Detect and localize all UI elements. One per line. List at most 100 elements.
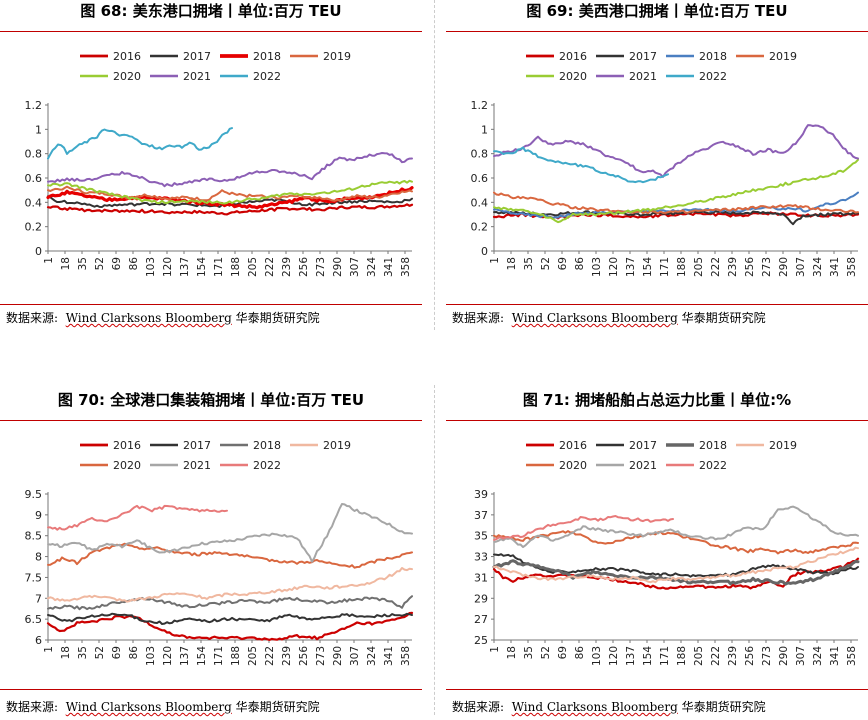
y-tick-label: 9 <box>35 509 42 522</box>
chart-fig69: 2016 2017 2018 2019 2020 2021 2022 0 0.2 0.4 0.6 0.… <box>471 50 860 277</box>
x-tick-label: 86 <box>128 646 140 660</box>
series-line-2020 <box>47 542 413 569</box>
chart-title: 图 69: 美西港口拥堵丨单位:百万 TEU <box>526 2 788 20</box>
source-rule <box>0 304 422 305</box>
series-line-2021 <box>47 152 413 188</box>
source-org: 华泰期货研究院 <box>235 700 320 714</box>
legend-label-2021: 2021 <box>629 459 657 472</box>
x-tick-label: 86 <box>128 257 140 271</box>
x-tick-label: 1 <box>489 257 501 264</box>
legend-label-2022: 2022 <box>699 459 727 472</box>
legend-label-2019: 2019 <box>769 439 797 452</box>
legend-label-2019: 2019 <box>769 50 797 63</box>
series-line-2019 <box>493 191 859 215</box>
x-tick-label: 154 <box>642 646 654 666</box>
x-tick-label: 222 <box>264 646 276 666</box>
x-tick-label: 69 <box>111 257 123 270</box>
chart-title: 图 71: 拥堵船舶占总运力比重丨单位:% <box>522 391 792 409</box>
x-tick-label: 69 <box>557 257 569 270</box>
legend-label-2018: 2018 <box>699 439 727 452</box>
x-tick-label: 290 <box>332 257 344 277</box>
y-tick-label: 0.8 <box>25 148 43 161</box>
legend-label-2017: 2017 <box>629 50 657 63</box>
x-tick-label: 239 <box>281 257 293 277</box>
source-names: Wind Clarksons Bloomberg <box>65 311 232 325</box>
legend-label-2019: 2019 <box>323 50 351 63</box>
source-prefix: 数据来源: <box>452 311 505 325</box>
y-tick-label: 8.5 <box>25 530 43 543</box>
legend-label-2016: 2016 <box>113 50 141 63</box>
title-rule <box>0 420 422 421</box>
x-tick-label: 137 <box>625 646 637 666</box>
x-tick-label: 171 <box>213 646 225 666</box>
x-tick-label: 273 <box>315 646 327 666</box>
source-note: 数据来源: Wind Clarksons Bloomberg 华泰期货研究院 <box>6 698 320 715</box>
x-tick-label: 35 <box>77 257 89 270</box>
x-tick-label: 205 <box>247 646 259 666</box>
source-prefix: 数据来源: <box>6 700 59 714</box>
panel-fig69: 图 69: 美西港口拥堵丨单位:百万 TEU 2016 2017 2018 2019 2… <box>446 0 868 325</box>
x-tick-label: 188 <box>676 257 688 277</box>
panel-fig68: 图 68: 美东港口拥堵丨单位:百万 TEU 2016 2017 2018 2019 2… <box>0 0 422 325</box>
x-tick-label: 52 <box>540 257 552 270</box>
series-line-2021 <box>47 503 413 563</box>
x-tick-label: 52 <box>94 257 106 270</box>
legend-label-2018: 2018 <box>699 50 727 63</box>
x-tick-label: 154 <box>196 257 208 277</box>
x-tick-label: 86 <box>574 646 586 660</box>
y-tick-label: 7 <box>35 592 42 605</box>
x-tick-label: 137 <box>625 257 637 277</box>
chart-title: 图 68: 美东港口拥堵丨单位:百万 TEU <box>80 2 342 20</box>
legend-label-2021: 2021 <box>629 70 657 83</box>
legend-label-2019: 2019 <box>323 439 351 452</box>
y-tick-label: 35 <box>474 530 488 543</box>
x-tick-label: 358 <box>400 646 412 666</box>
x-tick-label: 35 <box>523 257 535 270</box>
y-tick-label: 29 <box>474 592 488 605</box>
x-tick-label: 103 <box>591 646 603 666</box>
y-tick-label: 0.6 <box>25 172 43 185</box>
series-line-2018 <box>47 595 413 611</box>
source-names: Wind Clarksons Bloomberg <box>511 311 678 325</box>
y-tick-label: 0.8 <box>471 148 489 161</box>
x-tick-label: 222 <box>264 257 276 277</box>
legend-label-2017: 2017 <box>183 439 211 452</box>
x-tick-label: 69 <box>111 646 123 659</box>
legend-label-2016: 2016 <box>559 439 587 452</box>
x-tick-label: 307 <box>795 257 807 277</box>
x-tick-label: 222 <box>710 646 722 666</box>
x-tick-label: 1 <box>43 646 55 653</box>
series-line-2016 <box>46 203 414 216</box>
x-tick-label: 120 <box>162 257 174 277</box>
x-tick-label: 290 <box>778 257 790 277</box>
x-tick-label: 120 <box>608 646 620 666</box>
x-tick-label: 307 <box>349 646 361 666</box>
x-tick-label: 18 <box>506 646 518 659</box>
chart-title: 图 70: 全球港口集装箱拥堵丨单位:百万 TEU <box>57 391 365 409</box>
panel-fig70: 图 70: 全球港口集装箱拥堵丨单位:百万 TEU 2016 2017 2018 20… <box>0 389 422 714</box>
x-tick-label: 18 <box>60 646 72 659</box>
x-tick-label: 290 <box>332 646 344 666</box>
legend-label-2017: 2017 <box>629 439 657 452</box>
source-note: 数据来源: Wind Clarksons Bloomberg 华泰期货研究院 <box>452 309 766 326</box>
series-line-2017 <box>493 210 859 226</box>
chart-fig68: 2016 2017 2018 2019 2020 2021 2022 0 0.2 0.4 0.6 0.… <box>25 50 414 277</box>
series-line-2022 <box>47 127 233 160</box>
x-tick-label: 239 <box>727 257 739 277</box>
x-tick-label: 137 <box>179 646 191 666</box>
x-tick-label: 307 <box>795 646 807 666</box>
source-names: Wind Clarksons Bloomberg <box>511 700 678 714</box>
y-tick-label: 1 <box>481 123 488 136</box>
x-tick-label: 273 <box>761 646 773 666</box>
x-tick-label: 341 <box>829 646 841 666</box>
series-line-2021 <box>493 124 859 178</box>
series-line-2022 <box>493 146 669 184</box>
x-tick-label: 341 <box>383 257 395 277</box>
y-tick-label: 1.2 <box>471 99 489 112</box>
y-tick-label: 25 <box>474 634 488 647</box>
x-tick-label: 324 <box>366 646 378 666</box>
x-tick-label: 171 <box>213 257 225 277</box>
x-tick-label: 188 <box>230 646 242 666</box>
x-tick-label: 324 <box>812 646 824 666</box>
x-tick-label: 324 <box>812 257 824 277</box>
